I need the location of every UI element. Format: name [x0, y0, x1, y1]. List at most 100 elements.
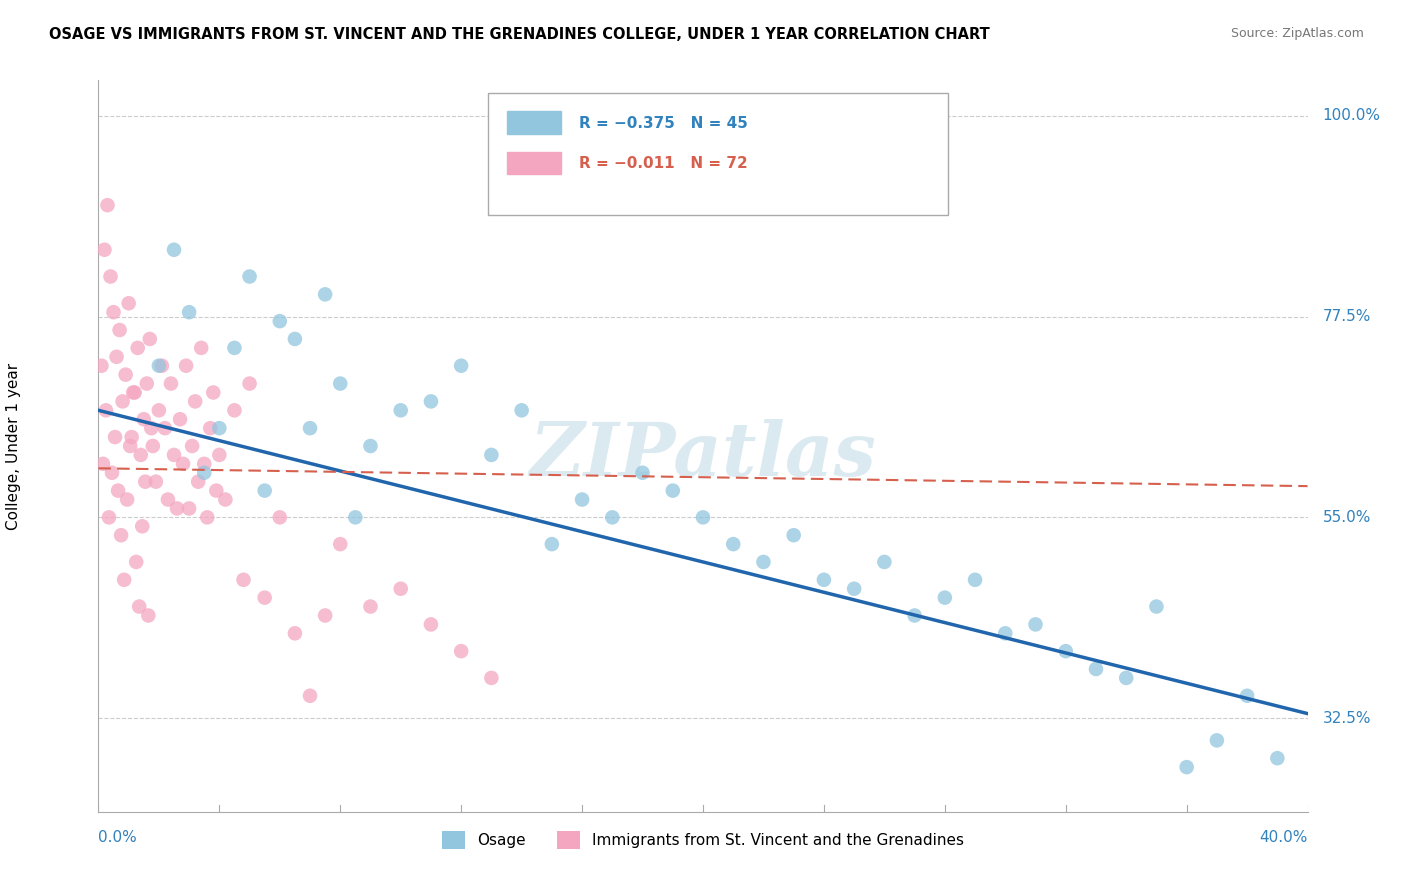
Point — [120, 439, 142, 453]
Point — [169, 412, 191, 426]
Point — [195, 510, 218, 524]
Point — [148, 359, 170, 373]
Point — [187, 475, 209, 489]
Point — [193, 466, 215, 480]
Point — [481, 448, 503, 462]
Point — [205, 483, 228, 498]
Point — [314, 608, 336, 623]
Bar — [506, 152, 561, 174]
Point — [661, 483, 683, 498]
Point — [239, 376, 262, 391]
Point — [105, 350, 128, 364]
Point — [127, 341, 149, 355]
Point — [125, 555, 148, 569]
Point — [190, 341, 212, 355]
Text: 32.5%: 32.5% — [1323, 711, 1371, 725]
Point — [172, 457, 194, 471]
Point — [111, 394, 134, 409]
Text: 77.5%: 77.5% — [1323, 310, 1371, 324]
Point — [174, 359, 197, 373]
Point — [1206, 733, 1229, 747]
Point — [103, 305, 125, 319]
Text: R = −0.011   N = 72: R = −0.011 N = 72 — [579, 156, 748, 170]
Point — [160, 376, 183, 391]
Point — [122, 385, 145, 400]
Point — [269, 510, 291, 524]
Point — [145, 475, 167, 489]
Point — [420, 617, 443, 632]
Point — [299, 689, 322, 703]
Point — [98, 510, 121, 524]
Point — [148, 403, 170, 417]
Point — [284, 626, 307, 640]
Point — [91, 457, 114, 471]
Point — [156, 492, 179, 507]
Point — [153, 421, 176, 435]
Point — [179, 501, 201, 516]
Point — [224, 403, 246, 417]
Point — [844, 582, 866, 596]
Point — [344, 510, 367, 524]
Point — [389, 403, 412, 417]
Point — [94, 403, 117, 417]
Point — [132, 412, 155, 426]
Point — [101, 466, 124, 480]
Point — [510, 403, 533, 417]
Point — [1267, 751, 1289, 765]
Point — [420, 394, 443, 409]
Point — [692, 510, 714, 524]
Point — [934, 591, 956, 605]
Point — [214, 492, 236, 507]
Point — [150, 359, 173, 373]
Point — [1175, 760, 1198, 774]
FancyBboxPatch shape — [488, 93, 948, 215]
Point — [314, 287, 336, 301]
Point — [299, 421, 322, 435]
Point — [163, 243, 186, 257]
Point — [813, 573, 835, 587]
Point — [110, 528, 132, 542]
Point — [540, 537, 562, 551]
Legend: Osage, Immigrants from St. Vincent and the Grenadines: Osage, Immigrants from St. Vincent and t… — [436, 824, 970, 855]
Point — [179, 305, 201, 319]
Point — [723, 537, 745, 551]
Point — [284, 332, 307, 346]
Text: 55.0%: 55.0% — [1323, 510, 1371, 524]
Point — [481, 671, 503, 685]
Point — [124, 385, 146, 400]
Point — [108, 323, 131, 337]
Point — [139, 332, 162, 346]
Point — [360, 439, 382, 453]
Point — [1146, 599, 1168, 614]
Point — [1085, 662, 1108, 676]
Text: R = −0.375   N = 45: R = −0.375 N = 45 — [579, 116, 748, 130]
Point — [166, 501, 188, 516]
Point — [90, 359, 112, 373]
Point — [107, 483, 129, 498]
Bar — [506, 112, 561, 134]
Text: OSAGE VS IMMIGRANTS FROM ST. VINCENT AND THE GRENADINES COLLEGE, UNDER 1 YEAR CO: OSAGE VS IMMIGRANTS FROM ST. VINCENT AND… — [49, 27, 990, 42]
Point — [1236, 689, 1258, 703]
Point — [253, 591, 276, 605]
Text: 40.0%: 40.0% — [1260, 830, 1308, 845]
Point — [965, 573, 987, 587]
Point — [181, 439, 204, 453]
Point — [1024, 617, 1046, 632]
Point — [184, 394, 207, 409]
Point — [239, 269, 262, 284]
Point — [118, 296, 141, 310]
Point — [208, 448, 231, 462]
Point — [904, 608, 927, 623]
Text: 0.0%: 0.0% — [98, 830, 138, 845]
Point — [631, 466, 654, 480]
Point — [128, 599, 150, 614]
Point — [269, 314, 291, 328]
Point — [136, 608, 159, 623]
Point — [752, 555, 775, 569]
Point — [115, 492, 138, 507]
Point — [202, 385, 225, 400]
Text: College, Under 1 year: College, Under 1 year — [6, 362, 21, 530]
Point — [389, 582, 412, 596]
Point — [100, 269, 122, 284]
Point — [193, 457, 215, 471]
